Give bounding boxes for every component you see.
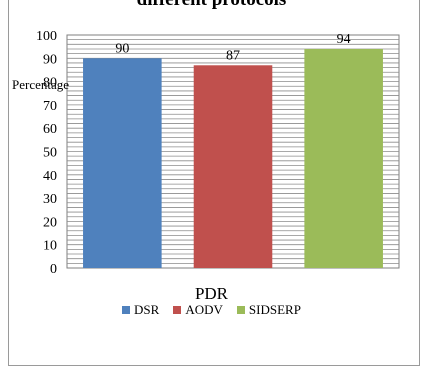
legend-item-dsr: DSR [122,302,159,318]
legend: DSR AODV SIDSERP [0,302,423,318]
legend-label-dsr: DSR [134,302,160,317]
y-tick-label: 0 [50,262,57,277]
chart-frame [8,0,420,366]
y-tick-label: 20 [43,215,57,230]
y-tick-label: 10 [43,239,57,254]
y-tick-label: 60 [43,122,57,137]
legend-label-aodv: AODV [185,302,223,317]
y-tick-label: 50 [43,146,57,161]
y-tick-label: 30 [43,192,57,207]
legend-swatch-aodv [173,306,182,314]
y-tick-label: 90 [43,52,57,67]
data-label-aodv: 87 [226,48,240,63]
legend-item-sidserp: SIDSERP [236,302,301,318]
legend-swatch-sidserp [236,306,245,314]
bar-aodv [193,65,273,268]
legend-swatch-dsr [122,306,131,314]
y-tick-label: 100 [36,29,57,44]
bar-dsr [83,58,162,268]
legend-item-aodv: AODV [173,302,223,318]
legend-label-sidserp: SIDSERP [248,302,301,317]
y-tick-label: 70 [43,99,57,114]
data-label-sidserp: 94 [337,32,351,47]
bars [83,48,383,269]
bar-chart: 0 10 20 30 40 50 60 70 80 90 100 90 87 94 [36,29,400,277]
y-tick-label: 40 [43,169,57,184]
data-label-dsr: 90 [115,41,129,56]
bar-sidserp [304,48,383,269]
y-tick-label: 80 [43,76,57,91]
y-axis-label: Percentage [12,77,70,92]
chart-title: different protocols [0,0,423,11]
data-labels: 90 87 94 [115,32,350,63]
y-axis-ticks: 0 10 20 30 40 50 60 70 80 90 100 [36,29,57,277]
x-axis-label: PDR [194,284,229,303]
